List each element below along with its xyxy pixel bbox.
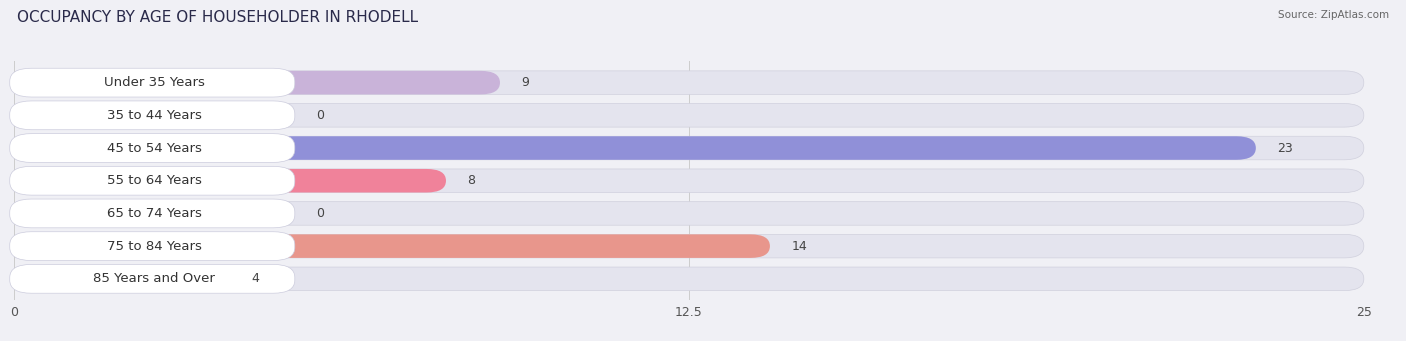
- Text: 75 to 84 Years: 75 to 84 Years: [107, 240, 202, 253]
- Text: 55 to 64 Years: 55 to 64 Years: [107, 174, 202, 187]
- FancyBboxPatch shape: [14, 136, 1364, 160]
- FancyBboxPatch shape: [10, 101, 295, 130]
- FancyBboxPatch shape: [14, 234, 770, 258]
- Text: 0: 0: [316, 109, 325, 122]
- Text: 85 Years and Over: 85 Years and Over: [93, 272, 215, 285]
- Text: Under 35 Years: Under 35 Years: [104, 76, 205, 89]
- FancyBboxPatch shape: [14, 71, 1364, 94]
- FancyBboxPatch shape: [14, 267, 1364, 291]
- Text: OCCUPANCY BY AGE OF HOUSEHOLDER IN RHODELL: OCCUPANCY BY AGE OF HOUSEHOLDER IN RHODE…: [17, 10, 418, 25]
- FancyBboxPatch shape: [10, 134, 295, 162]
- Text: 65 to 74 Years: 65 to 74 Years: [107, 207, 202, 220]
- Text: 0: 0: [316, 207, 325, 220]
- FancyBboxPatch shape: [14, 104, 1364, 127]
- FancyBboxPatch shape: [14, 234, 1364, 258]
- FancyBboxPatch shape: [14, 169, 446, 193]
- Text: 35 to 44 Years: 35 to 44 Years: [107, 109, 202, 122]
- FancyBboxPatch shape: [10, 232, 295, 261]
- Text: 14: 14: [792, 240, 807, 253]
- FancyBboxPatch shape: [10, 264, 295, 293]
- FancyBboxPatch shape: [14, 71, 501, 94]
- Text: 4: 4: [252, 272, 260, 285]
- FancyBboxPatch shape: [10, 166, 295, 195]
- Text: 23: 23: [1278, 142, 1294, 154]
- Text: Source: ZipAtlas.com: Source: ZipAtlas.com: [1278, 10, 1389, 20]
- FancyBboxPatch shape: [14, 169, 1364, 193]
- Text: 9: 9: [522, 76, 530, 89]
- FancyBboxPatch shape: [10, 199, 295, 228]
- FancyBboxPatch shape: [14, 136, 1256, 160]
- FancyBboxPatch shape: [10, 68, 295, 97]
- Text: 45 to 54 Years: 45 to 54 Years: [107, 142, 202, 154]
- FancyBboxPatch shape: [14, 267, 231, 291]
- FancyBboxPatch shape: [14, 202, 1364, 225]
- Text: 8: 8: [468, 174, 475, 187]
